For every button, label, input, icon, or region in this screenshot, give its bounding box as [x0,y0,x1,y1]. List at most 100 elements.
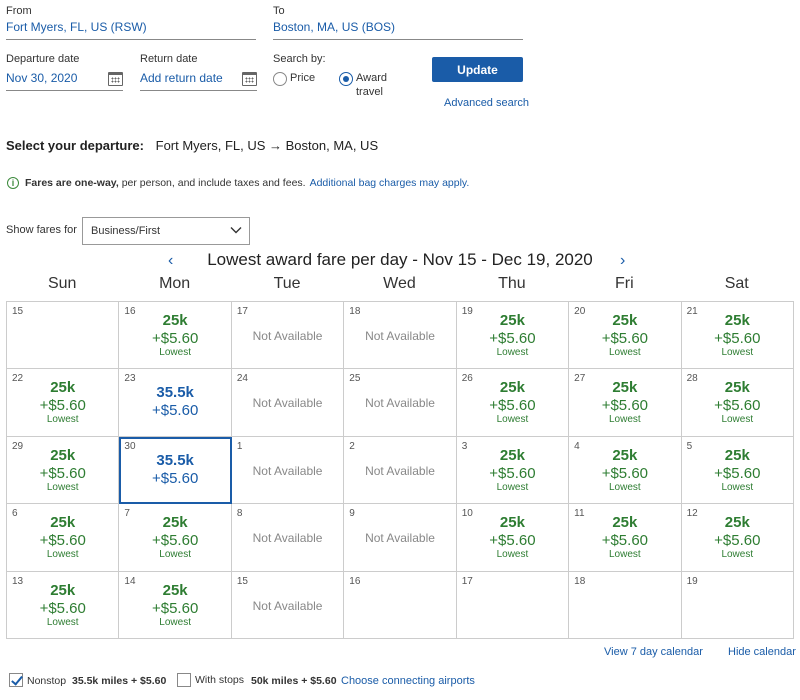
fare-miles: 25k [50,581,76,599]
calendar-day-cell[interactable]: 20 25k +$5.60 Lowest [569,302,682,370]
calendar-day-cell[interactable]: 22 25k +$5.60 Lowest [7,369,120,437]
calendar-day-cell[interactable]: 30 35.5k +$5.60 [119,436,232,505]
calendar-day-cell[interactable]: 23 35.5k +$5.60 [119,369,232,437]
fare-amount: 25k +$5.60 Lowest [569,312,680,359]
choose-connecting-airports-link[interactable]: Choose connecting airports [341,675,475,687]
fare-miles: 25k [612,379,638,397]
departure-date-field[interactable]: Nov 30, 2020 [6,66,123,91]
day-number: 18 [349,306,361,317]
calendar-day-cell[interactable]: 19 25k +$5.60 Lowest [456,302,570,370]
fare-amount: 25k +$5.60 Lowest [569,447,680,494]
calendar-day-cell[interactable]: 27 25k +$5.60 Lowest [569,369,682,437]
fare-tax: +$5.60 [489,397,536,415]
calendar-day-cell[interactable]: 4 25k +$5.60 Lowest [569,436,682,505]
calendar-day-cell[interactable]: 12 25k +$5.60 Lowest [681,504,794,572]
fare-tax: +$5.60 [714,464,761,482]
calendar-day-cell: 24 Not Available [231,369,345,437]
day-number: 2 [349,440,355,452]
day-number: 23 [124,373,136,385]
calendar-day-cell[interactable]: 13 25k +$5.60 Lowest [7,571,120,639]
nonstop-checkbox[interactable] [9,673,23,687]
fare-miles: 25k [162,312,188,329]
calendar-day-cell[interactable]: 5 25k +$5.60 Lowest [681,436,794,505]
calendar-day-cell[interactable]: 16 25k +$5.60 Lowest [119,302,232,370]
fare-miles: 25k [50,446,76,464]
lowest-label: Lowest [721,549,754,561]
fare-amount: 25k +$5.60 Lowest [569,514,680,561]
day-number: 26 [461,373,473,385]
fare-miles: 25k [612,312,638,329]
fare-tax: +$5.60 [489,464,536,482]
departure-date-label: Departure date [6,53,80,65]
day-number: 12 [686,508,698,520]
to-field[interactable]: Boston, MA, US (BOS) [273,18,523,40]
with-stops-checkbox[interactable] [177,673,191,687]
from-field[interactable]: Fort Myers, FL, US (RSW) [6,18,256,40]
calendar-day-cell: 15 [7,302,120,370]
hide-calendar-link[interactable]: Hide calendar [728,646,796,658]
bag-charges-link[interactable]: Additional bag charges may apply. [309,177,470,189]
day-number: 27 [574,373,586,385]
view-7-day-calendar-link[interactable]: View 7 day calendar [604,646,703,658]
previous-arrow-icon[interactable]: ‹ [168,252,174,269]
fare-amount: 25k +$5.60 Lowest [119,582,230,629]
calendar-day-cell[interactable]: 14 25k +$5.60 Lowest [119,571,232,639]
show-fares-label: Show fares for [6,224,77,236]
fare-miles: 25k [724,379,750,397]
fare-tax: +$5.60 [151,330,199,347]
fare-amount: 25k +$5.60 Lowest [119,312,230,359]
calendar-icon[interactable] [242,72,257,86]
award-travel-radio[interactable] [339,72,353,86]
fare-miles: 25k [162,514,188,532]
fare-amount: 25k +$5.60 Lowest [682,514,793,561]
fare-amount: 25k +$5.60 Lowest [569,379,680,426]
calendar-day-cell: 15 Not Available [231,571,345,639]
cabin-select[interactable]: Business/First [82,217,250,245]
fare-miles: 35.5k [156,451,194,469]
calendar-day-cell[interactable]: 3 25k +$5.60 Lowest [456,436,570,505]
fare-amount: 25k +$5.60 Lowest [682,312,793,359]
return-date-field[interactable]: Add return date [140,66,257,91]
next-arrow-icon[interactable]: › [620,252,626,269]
calendar-day-cell[interactable]: 21 25k +$5.60 Lowest [681,302,794,370]
with-stops-price: 50k miles + $5.60 [251,675,337,687]
fare-miles: 25k [499,446,525,464]
lowest-label: Lowest [721,347,754,358]
day-number: 25 [349,373,361,385]
departure-date-value: Nov 30, 2020 [6,71,78,85]
calendar-day-cell[interactable]: 29 25k +$5.60 Lowest [7,436,120,505]
day-number: 15 [12,306,24,317]
calendar-day-cell: 18 Not Available [344,302,457,370]
fare-tax: +$5.60 [151,532,199,550]
update-button[interactable]: Update [432,57,523,82]
dow-thu: Thu [498,275,526,292]
fare-miles: 25k [162,581,188,599]
fare-amount: 35.5k +$5.60 [119,384,230,419]
fare-amount: 25k +$5.60 Lowest [7,447,118,494]
day-number: 22 [12,373,24,385]
calendar-day-cell[interactable]: 7 25k +$5.60 Lowest [119,504,232,572]
advanced-search-link[interactable]: Advanced search [444,97,529,109]
calendar-day-cell[interactable]: 10 25k +$5.60 Lowest [456,504,570,572]
calendar-day-cell: 9 Not Available [344,504,457,572]
to-value: Boston, MA, US (BOS) [273,20,396,34]
day-number: 6 [12,508,18,520]
calendar-day-cell[interactable]: 6 25k +$5.60 Lowest [7,504,120,572]
calendar-title: Lowest award fare per day - Nov 15 - Dec… [207,250,593,269]
calendar-icon[interactable] [108,72,123,86]
lowest-label: Lowest [721,414,754,426]
calendar-day-cell[interactable]: 26 25k +$5.60 Lowest [456,369,570,437]
price-radio[interactable] [273,72,287,86]
calendar-day-cell[interactable]: 11 25k +$5.60 Lowest [569,504,682,572]
lowest-label: Lowest [496,549,529,561]
return-date-label: Return date [140,53,198,65]
fare-miles: 25k [724,312,750,329]
dow-mon: Mon [159,275,191,292]
day-number: 19 [461,306,473,317]
calendar-day-cell: 1 Not Available [231,436,345,505]
fare-tax: +$5.60 [39,532,86,550]
calendar-day-cell[interactable]: 28 25k +$5.60 Lowest [681,369,794,437]
day-number: 17 [236,306,248,317]
fare-amount: 25k +$5.60 Lowest [457,514,568,561]
price-radio-label: Price [290,72,316,84]
